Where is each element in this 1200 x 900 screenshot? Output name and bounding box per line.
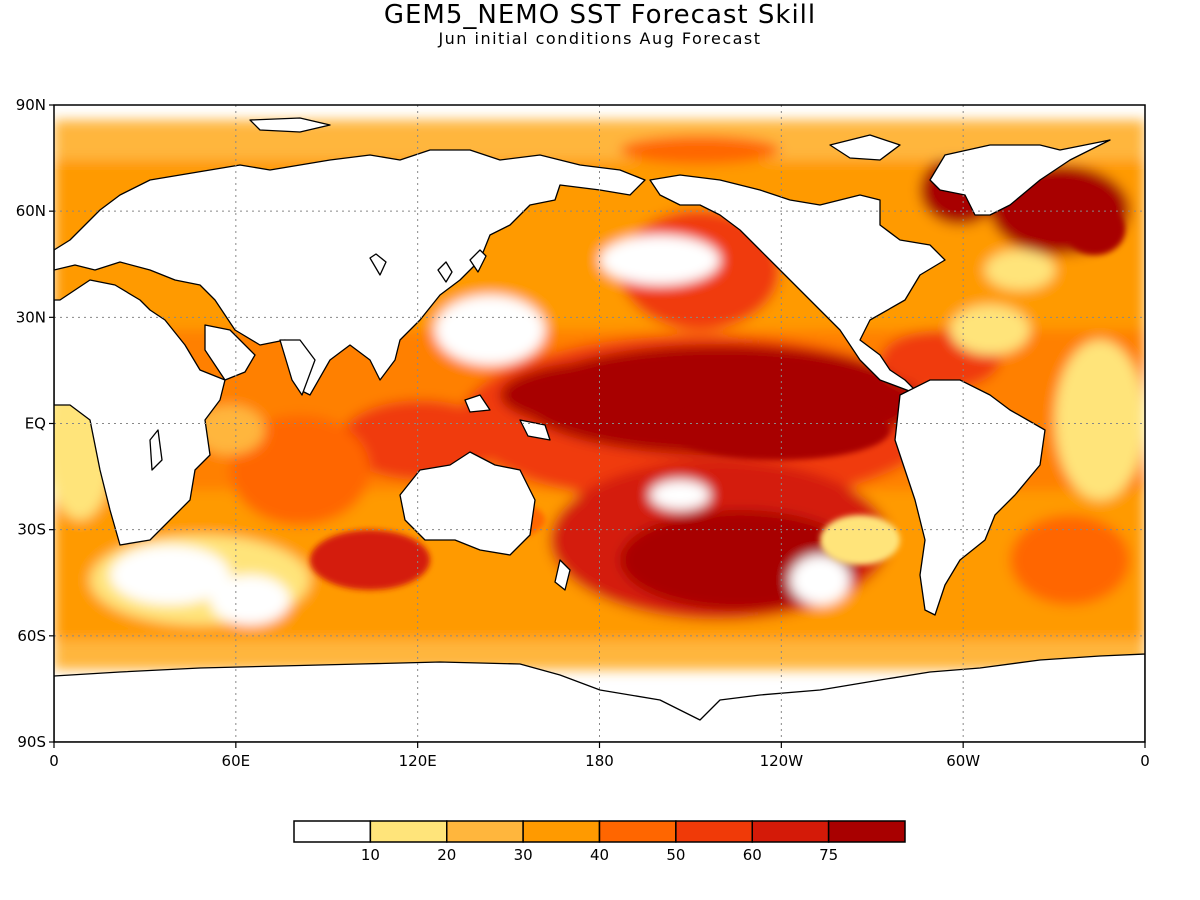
colorbar-label: 20 xyxy=(437,846,456,864)
lat-tick-label: 90S xyxy=(17,733,46,751)
colorbar-label: 10 xyxy=(361,846,380,864)
colorbar-label: 50 xyxy=(666,846,685,864)
colorbar-swatch xyxy=(446,820,524,843)
lon-tick-label: 0 xyxy=(49,752,59,770)
colorbar-label: 60 xyxy=(743,846,762,864)
continent-outlines xyxy=(54,117,1145,742)
lon-tick-label: 120E xyxy=(399,752,437,770)
lon-tick-label: 60E xyxy=(222,752,251,770)
colorbar-swatch xyxy=(293,820,372,843)
colorbar-label: 30 xyxy=(514,846,533,864)
colorbar-swatch xyxy=(675,820,753,843)
colorbar: 10 20 30 40 50 60 75 xyxy=(293,820,906,864)
chart-title: GEM5_NEMO SST Forecast Skill xyxy=(383,0,817,30)
colorbar-swatch xyxy=(369,820,448,843)
chart-subtitle: Jun initial conditions Aug Forecast xyxy=(438,29,762,48)
lat-tick-label: EQ xyxy=(25,415,46,433)
lon-tick-label: 180 xyxy=(585,752,614,770)
lat-tick-label: 60N xyxy=(16,202,46,220)
colorbar-swatch xyxy=(827,820,906,843)
colorbar-label: 75 xyxy=(819,846,838,864)
lat-tick-label: 90N xyxy=(16,96,46,114)
map-grid xyxy=(54,105,1145,742)
lat-tick-label: 30N xyxy=(16,308,46,326)
colorbar-swatch xyxy=(751,820,830,843)
lon-tick-label: 120W xyxy=(760,752,804,770)
colorbar-label: 40 xyxy=(590,846,609,864)
lat-tick-label: 60S xyxy=(17,627,46,645)
colorbar-swatch xyxy=(598,820,677,843)
lon-tick-label: 0 xyxy=(1140,752,1150,770)
lon-tick-label: 60W xyxy=(946,752,980,770)
lat-tick-label: 30S xyxy=(17,521,46,539)
colorbar-swatch xyxy=(522,820,601,843)
